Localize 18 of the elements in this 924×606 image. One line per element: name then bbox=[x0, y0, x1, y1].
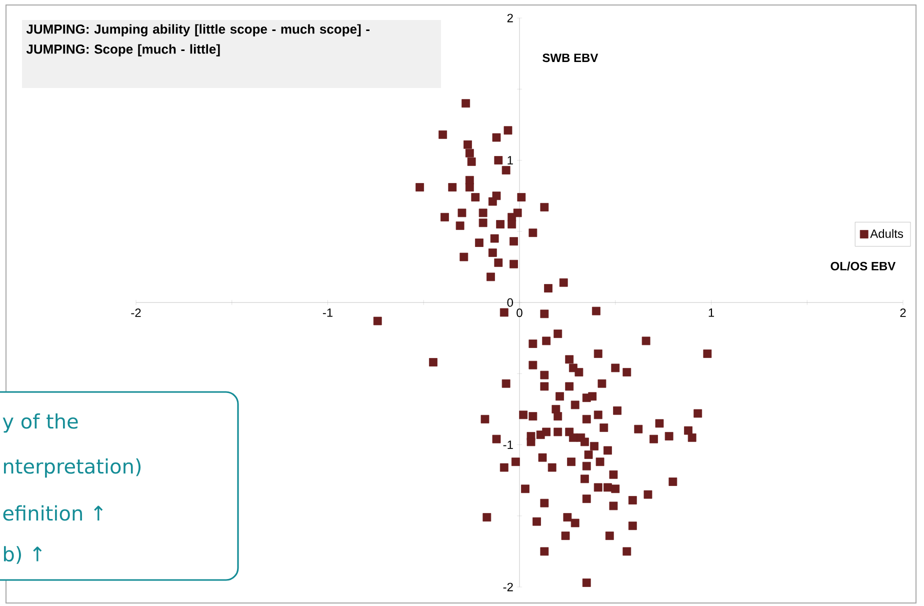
y-axis-title: SWB EBV bbox=[542, 54, 598, 62]
y-tick-label: 0 bbox=[507, 298, 514, 307]
y-tick-label: 2 bbox=[507, 14, 513, 22]
x-tick-label: 2 bbox=[900, 308, 906, 317]
x-tick-label: -2 bbox=[131, 308, 141, 317]
x-tick-label: 0 bbox=[516, 308, 522, 318]
y-tick-label: 1 bbox=[508, 156, 513, 164]
y-tick-label: -1 bbox=[503, 440, 513, 449]
annotation: nterpretation) bbox=[4, 458, 141, 478]
y-tick-label: -2 bbox=[503, 582, 513, 592]
text: efinition ↑ bbox=[3, 505, 103, 521]
x-tick-label: 1 bbox=[708, 308, 714, 317]
x-tick-label: -1 bbox=[322, 308, 332, 317]
text: b) ↑ bbox=[4, 546, 42, 564]
text: y of the bbox=[2, 413, 78, 433]
text: JUMPING: Jumping ability [little scope - much scope] - JUMPING: Scope [much - little] bbox=[26, 24, 370, 56]
legend-label: Adults bbox=[870, 229, 904, 238]
x-axis-title: OL/OS EBV bbox=[830, 262, 896, 271]
